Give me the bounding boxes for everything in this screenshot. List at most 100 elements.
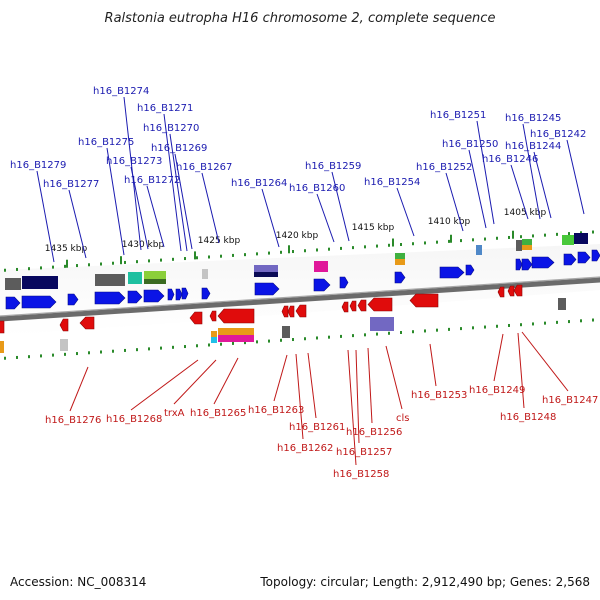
annotation-blocks [0, 233, 588, 353]
tick-mark [460, 239, 462, 243]
forward-gene-arrow [143, 289, 165, 303]
tick-mark [64, 264, 66, 268]
annotation-block [128, 272, 142, 284]
tick-mark [232, 341, 234, 345]
gene-labels: h16_B1279 h16_B1277 h16_B1275 h16_B1274 h16_… [10, 86, 598, 480]
tick-mark [448, 327, 450, 331]
tick-mark [340, 334, 342, 338]
tick-mark [112, 349, 114, 353]
annotation-block [95, 274, 125, 286]
annotation-block [0, 341, 4, 353]
gene-label: h16_B1260 [289, 183, 345, 194]
gene-label: h16_B1261 [289, 422, 345, 433]
gene-label: cls [396, 413, 410, 424]
coordinate-label: 1405 kbp [504, 208, 547, 218]
tick-mark [268, 339, 270, 343]
annotation-block [395, 253, 405, 259]
tick-mark [364, 245, 366, 249]
tick-mark [448, 239, 450, 243]
tick-mark [424, 241, 426, 245]
tick-mark [100, 350, 102, 354]
tick-mark [184, 345, 186, 349]
gene-label: h16_B1268 [106, 414, 162, 425]
leader-line [130, 166, 149, 250]
reverse-gene-arrow [341, 301, 349, 313]
chromosome-backbone [0, 277, 600, 322]
annotation-block [254, 265, 278, 272]
leader-line [169, 133, 188, 252]
coordinate-label: 1415 kbp [352, 223, 395, 233]
coordinate-label: 1435 kbp [45, 244, 88, 254]
upper-tick-track [4, 230, 594, 272]
annotation-block [314, 261, 328, 272]
gene-label: trxA [164, 408, 185, 419]
gene-label: h16_B1254 [364, 177, 420, 188]
tick-mark [244, 341, 246, 345]
major-tick-mark [512, 230, 514, 239]
leader-line [173, 359, 217, 405]
tick-mark [352, 334, 354, 338]
tick-mark [208, 343, 210, 347]
tick-mark [292, 250, 294, 254]
accession-text: Accession: NC_008314 [10, 575, 146, 589]
annotation-block [5, 278, 21, 290]
tick-mark [544, 233, 546, 237]
forward-gene-arrow [465, 264, 475, 276]
tick-mark [376, 244, 378, 248]
forward-gene-arrow [201, 287, 211, 300]
leader-line [445, 172, 464, 232]
tick-mark [184, 257, 186, 261]
tick-mark [592, 230, 594, 234]
forward-gene-arrow [21, 295, 57, 309]
tick-mark [52, 265, 54, 269]
tick-mark [100, 262, 102, 266]
annotation-block [282, 326, 290, 338]
tick-mark [148, 259, 150, 263]
tick-mark [484, 237, 486, 241]
tick-mark [76, 352, 78, 356]
leader-line [273, 354, 288, 402]
leader-line [261, 188, 280, 248]
tick-mark [244, 253, 246, 257]
tick-mark [136, 260, 138, 264]
leader-line [307, 352, 317, 419]
tick-mark [112, 261, 114, 265]
annotation-block [254, 272, 278, 277]
coordinate-label: 1430 kbp [122, 240, 165, 250]
reverse-gene-arrow [497, 286, 505, 298]
leader-line [517, 332, 525, 409]
reverse-gene-arrow [367, 297, 393, 312]
gene-label: h16_B1252 [416, 162, 472, 173]
tick-mark [460, 327, 462, 331]
leader-line [396, 187, 415, 237]
leader-line [522, 123, 541, 220]
reverse-gene-arrow [0, 320, 5, 334]
tick-mark [496, 324, 498, 328]
tick-mark [16, 267, 18, 271]
tick-mark [376, 332, 378, 336]
leader-line [36, 170, 55, 263]
tick-mark [160, 258, 162, 262]
gene-label: h16_B1244 [505, 141, 561, 152]
gene-label: h16_B1277 [43, 179, 99, 190]
major-tick-mark [66, 259, 68, 268]
leader-line [493, 333, 504, 382]
gene-label: h16_B1251 [430, 110, 486, 121]
major-tick-mark [392, 238, 394, 247]
coordinate-label: 1425 kbp [198, 236, 241, 246]
gene-label: h16_B1274 [93, 86, 149, 97]
tick-mark [340, 246, 342, 250]
annotation-block [202, 269, 208, 279]
gene-label: h16_B1262 [277, 443, 333, 454]
forward-gene-arrow [313, 278, 331, 292]
tick-mark [520, 235, 522, 239]
reverse-gene-arrow [295, 304, 307, 318]
tick-mark [304, 337, 306, 341]
leader-line [476, 120, 495, 225]
reverse-gene-arrow [217, 308, 255, 324]
tick-mark [592, 318, 594, 322]
leader-line [385, 345, 403, 410]
tick-mark [316, 248, 318, 252]
tick-mark [316, 336, 318, 340]
gene-label: h16_B1249 [469, 385, 525, 396]
